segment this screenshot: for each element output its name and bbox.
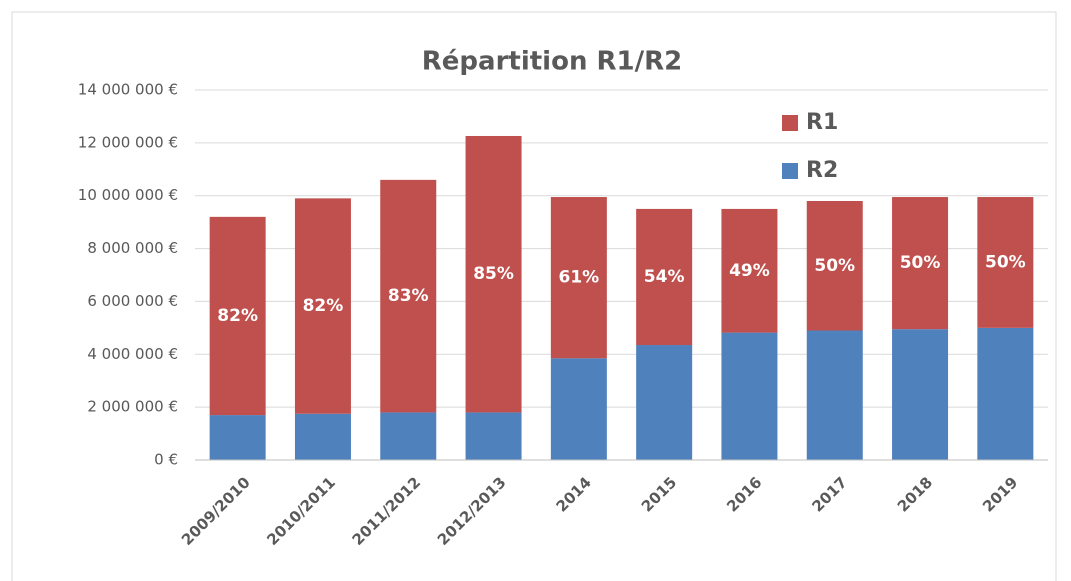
data-label: 50%: [985, 252, 1026, 272]
y-tick-label: 8 000 000 €: [87, 239, 178, 257]
y-tick-label: 6 000 000 €: [87, 292, 178, 310]
y-tick-label: 0 €: [154, 451, 178, 469]
legend-swatch: [782, 163, 798, 179]
bar-segment: [892, 197, 949, 330]
bar-segment: [892, 329, 949, 460]
bar-segment: [294, 413, 351, 460]
bar-segment: [636, 208, 693, 346]
legend-swatch: [782, 115, 798, 131]
chart-border: [11, 11, 1057, 581]
y-tick-label: 10 000 000 €: [78, 186, 178, 204]
data-label: 82%: [303, 296, 344, 316]
y-tick-label: 12 000 000 €: [78, 133, 178, 151]
bar-segment: [209, 216, 266, 416]
data-label: 49%: [729, 261, 770, 281]
data-label: 50%: [900, 253, 941, 273]
bar-segment: [721, 332, 778, 460]
bar-segment: [550, 197, 607, 359]
data-label: 85%: [473, 264, 514, 284]
bar-segment: [977, 327, 1034, 460]
bar-segment: [636, 345, 693, 460]
data-label: 83%: [388, 286, 429, 306]
data-label: 54%: [644, 267, 685, 287]
bar-segment: [380, 412, 437, 460]
bar-segment: [977, 197, 1034, 328]
data-label: 50%: [814, 256, 855, 276]
bar-segment: [806, 201, 863, 331]
y-tick-label: 4 000 000 €: [87, 345, 178, 363]
bar-segment: [294, 198, 351, 414]
bar-segment: [806, 330, 863, 460]
legend-label: R1: [806, 110, 838, 135]
chart-title: Répartition R1/R2: [422, 47, 682, 77]
bar-segment: [465, 412, 522, 460]
bar-segment: [465, 135, 522, 413]
data-label: 61%: [558, 268, 599, 288]
data-label: 82%: [217, 306, 258, 326]
y-tick-label: 2 000 000 €: [87, 398, 178, 416]
y-tick-label: 14 000 000 €: [78, 81, 178, 99]
bar-segment: [209, 415, 266, 460]
legend-label: R2: [806, 158, 838, 183]
bar-segment: [380, 179, 437, 413]
bar-segment: [550, 358, 607, 460]
bar-segment: [721, 208, 778, 333]
